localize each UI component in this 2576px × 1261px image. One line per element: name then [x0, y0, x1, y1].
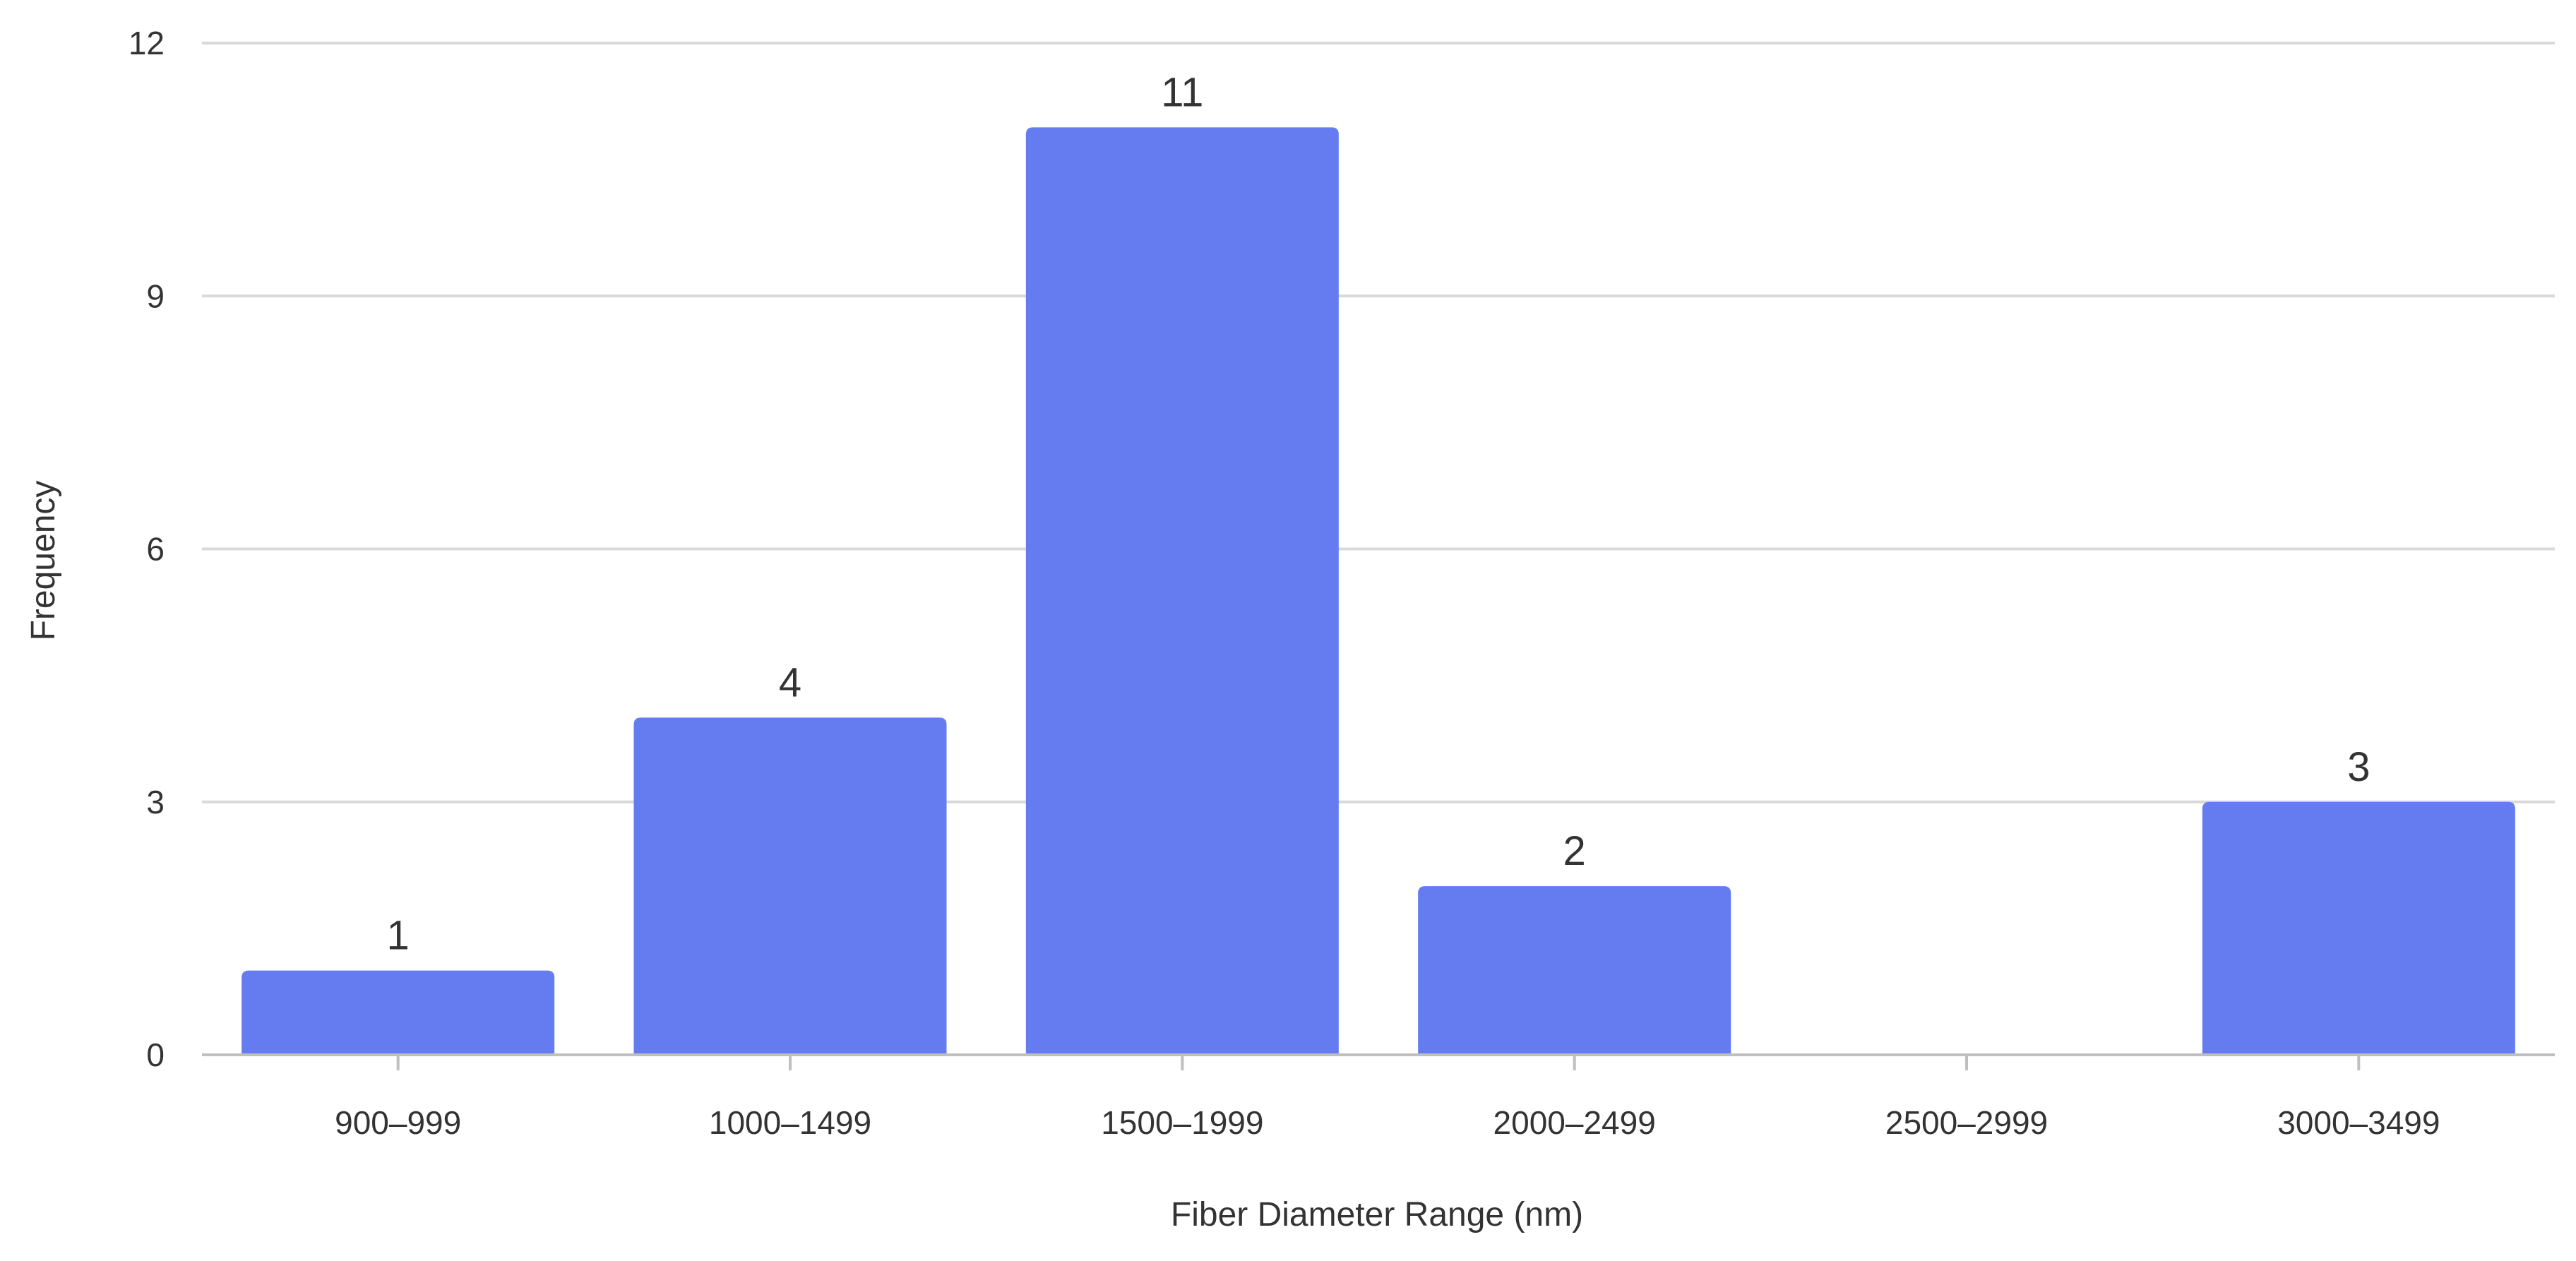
- data-label: 11: [1161, 69, 1203, 115]
- data-label: 2: [1563, 828, 1586, 874]
- x-tick-label: 1500–1999: [1101, 1104, 1263, 1141]
- x-tick-label: 3000–3499: [2277, 1104, 2440, 1141]
- x-tick-label: 1000–1499: [709, 1104, 871, 1141]
- data-label: 4: [779, 659, 801, 705]
- data-label: 3: [2347, 744, 2370, 790]
- x-axis-ticks: 900–999 1000–1499 1500–1999 2000–2499 2500–2…: [335, 1104, 2440, 1141]
- bar-1500–1999: [1025, 127, 1339, 1056]
- x-tick-label: 2000–2499: [1493, 1104, 1656, 1141]
- y-axis-title: Frequency: [25, 481, 62, 641]
- y-tick-label: 12: [129, 25, 165, 61]
- bar-3000–3499: [2202, 801, 2515, 1055]
- y-tick-label: 6: [146, 531, 165, 568]
- x-tick-label: 900–999: [335, 1104, 461, 1141]
- data-label: 1: [387, 913, 410, 959]
- bar-900–999: [242, 970, 555, 1055]
- data-labels: 1 4 11 2 3: [387, 69, 2371, 958]
- y-tick-label: 9: [146, 277, 165, 314]
- y-tick-label: 0: [146, 1036, 165, 1073]
- x-axis-title: Fiber Diameter Range (nm): [1171, 1196, 1583, 1233]
- x-tick-label: 2500–2999: [1885, 1104, 2048, 1141]
- x-axis: [202, 1053, 2555, 1070]
- bar-1000–1499: [633, 717, 947, 1055]
- bar-2000–2499: [1418, 886, 1731, 1055]
- y-tick-label: 3: [146, 784, 165, 820]
- bars: [242, 127, 2515, 1056]
- y-axis-ticks: 0 3 6 9 12: [129, 25, 165, 1073]
- gridlines: [202, 42, 2555, 803]
